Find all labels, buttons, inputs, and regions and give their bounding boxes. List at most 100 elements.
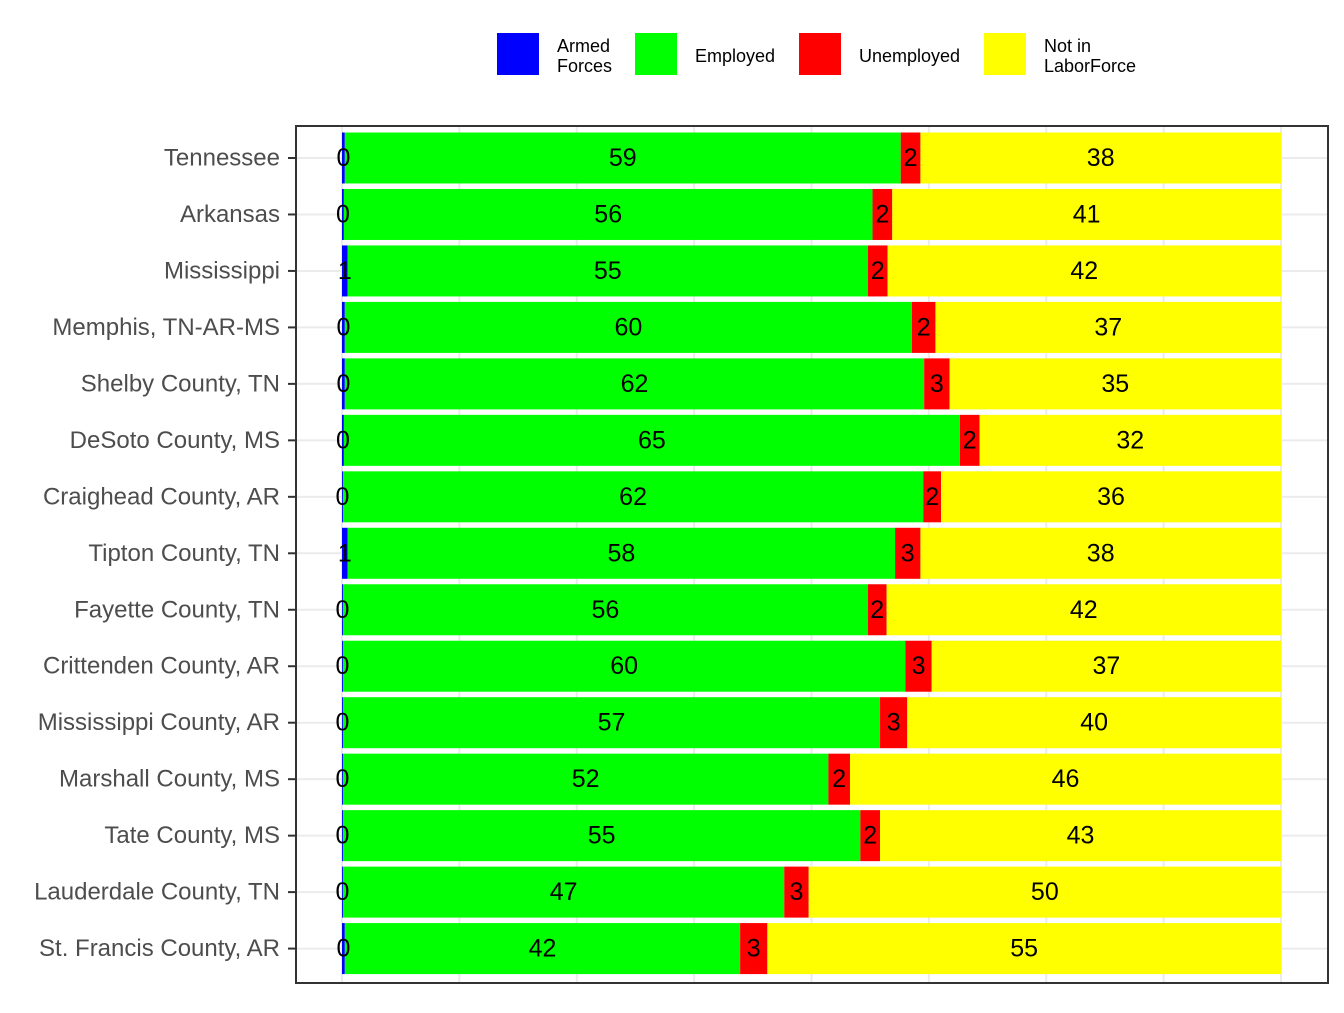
- bar-segment-armed-forces: [342, 471, 343, 523]
- bar-segment-not-in-laborforce: [767, 923, 1281, 975]
- data-label: 3: [912, 652, 926, 680]
- data-label: 2: [832, 765, 846, 793]
- category-label: Lauderdale County, TN: [34, 879, 280, 906]
- bar-segment-employed: [347, 245, 868, 297]
- bar-segment-armed-forces: [342, 640, 343, 692]
- bar-segment-employed: [342, 866, 785, 918]
- data-label: 55: [588, 822, 616, 850]
- bar-segment-unemployed: [872, 188, 893, 240]
- legend: Armed Forces Employed Unemployed Not in Labor…: [497, 33, 1136, 76]
- data-label: 32: [1116, 426, 1144, 454]
- data-label: 0: [336, 822, 350, 850]
- bar-segment-not-in-laborforce: [849, 753, 1281, 805]
- data-label: 0: [336, 878, 350, 906]
- data-label: 1: [338, 257, 352, 285]
- bar-segment-employed: [342, 471, 924, 523]
- data-label: 0: [336, 144, 350, 172]
- bar-segment-unemployed: [828, 753, 850, 805]
- bar-segment-not-in-laborforce: [979, 414, 1281, 466]
- category-label: Marshall County, MS: [59, 766, 280, 793]
- data-label: 56: [591, 596, 619, 624]
- bar-segment-employed: [342, 753, 829, 805]
- data-label: 0: [336, 596, 350, 624]
- data-label: 2: [917, 313, 931, 341]
- bar-segment-unemployed: [867, 584, 887, 636]
- bar-segment-unemployed: [900, 132, 921, 184]
- data-label: 41: [1073, 200, 1101, 228]
- bar-segment-armed-forces: [342, 188, 344, 240]
- data-label: 3: [790, 878, 804, 906]
- bars: [342, 132, 1281, 975]
- bar-segment-unemployed: [959, 414, 980, 466]
- bar-segment-not-in-laborforce: [907, 697, 1281, 749]
- bar-segment-unemployed: [895, 527, 921, 579]
- bar-segment-armed-forces: [342, 753, 343, 805]
- data-label: 0: [336, 935, 350, 963]
- bar-segment-employed: [344, 923, 741, 975]
- data-label: 42: [1070, 596, 1098, 624]
- data-label: 37: [1092, 652, 1120, 680]
- bar-segment-unemployed: [923, 471, 942, 523]
- bar-segment-not-in-laborforce: [808, 866, 1281, 918]
- data-label: 0: [336, 709, 350, 737]
- data-labels: 0 59 2 380 56 2 411 55 2 420 60 2 370 62 3 350 65 2 320 62 2…: [336, 144, 1145, 963]
- bar-segment-unemployed: [905, 640, 932, 692]
- data-label: 43: [1067, 822, 1095, 850]
- bar-segment-armed-forces: [342, 414, 344, 466]
- bar-segment-employed: [344, 301, 912, 353]
- category-label: Crittenden County, AR: [43, 653, 280, 680]
- data-label: 62: [619, 483, 647, 511]
- bar-segment-not-in-laborforce: [935, 301, 1281, 353]
- bar-segment-armed-forces: [342, 527, 348, 579]
- bar-segment-armed-forces: [342, 584, 343, 636]
- category-label: Tipton County, TN: [88, 540, 280, 567]
- data-label: 1: [338, 539, 352, 567]
- data-label: 0: [336, 426, 350, 454]
- bar-segment-armed-forces: [342, 301, 345, 353]
- bar-segment-employed: [342, 697, 881, 749]
- data-label: 38: [1087, 144, 1115, 172]
- data-label: 42: [1070, 257, 1098, 285]
- data-label: 35: [1101, 370, 1129, 398]
- data-label: 36: [1097, 483, 1125, 511]
- data-label: 59: [609, 144, 637, 172]
- legend-key-armed-forces: [497, 33, 539, 75]
- data-label: 3: [747, 935, 761, 963]
- bar-segment-employed: [343, 188, 873, 240]
- bar-segment-not-in-laborforce: [880, 810, 1281, 862]
- bar-segment-unemployed: [924, 358, 950, 410]
- data-label: 42: [529, 935, 557, 963]
- data-label: 50: [1031, 878, 1059, 906]
- data-label: 46: [1052, 765, 1080, 793]
- bar-segment-unemployed: [867, 245, 888, 297]
- data-label: 2: [870, 596, 884, 624]
- legend-key-not-in-laborforce: [984, 33, 1026, 75]
- category-label: Memphis, TN-AR-MS: [52, 314, 280, 341]
- data-label: 2: [875, 200, 889, 228]
- data-label: 3: [887, 709, 901, 737]
- bar-segment-armed-forces: [342, 810, 343, 862]
- category-label: St. Francis County, AR: [39, 935, 280, 962]
- category-label: Mississippi: [164, 257, 280, 284]
- data-label: 2: [963, 426, 977, 454]
- category-label: Craighead County, AR: [43, 483, 280, 510]
- category-label: Tennessee: [164, 145, 280, 172]
- bar-segment-unemployed: [740, 923, 768, 975]
- data-label: 62: [621, 370, 649, 398]
- data-label: 0: [336, 370, 350, 398]
- plot-panel-border: [295, 125, 1329, 984]
- data-label: 0: [336, 483, 350, 511]
- bar-segment-employed: [343, 414, 960, 466]
- data-label: 65: [638, 426, 666, 454]
- legend-label-not-in-laborforce: Not in LaborForce: [1044, 36, 1136, 76]
- data-label: 52: [572, 765, 600, 793]
- data-label: 55: [594, 257, 622, 285]
- bar-segment-unemployed: [860, 810, 881, 862]
- bar-segment-unemployed: [911, 301, 936, 353]
- category-label: Shelby County, TN: [81, 370, 280, 397]
- bar-segment-not-in-laborforce: [887, 245, 1281, 297]
- bar-segment-unemployed: [784, 866, 809, 918]
- bar-segment-employed: [342, 584, 868, 636]
